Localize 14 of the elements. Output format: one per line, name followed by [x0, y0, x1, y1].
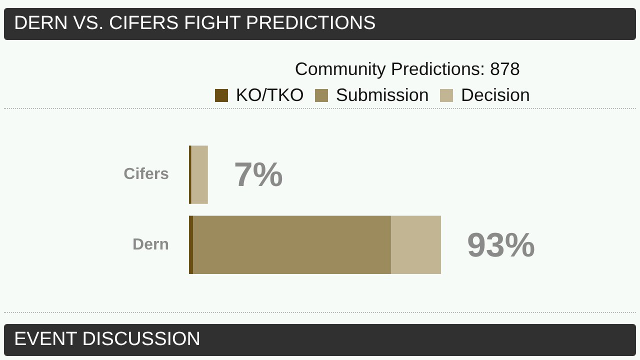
chart-subtitle: Community Predictions: 878: [294, 59, 521, 79]
bar: [391, 216, 441, 274]
bar: [191, 146, 208, 204]
annotation: 93%: [467, 226, 536, 264]
chart-title: DERN VS. CIFERS FIGHT PREDICTIONS: [4, 8, 636, 40]
legend-label: Submission: [336, 85, 429, 105]
legend-label: KO/TKO: [236, 85, 304, 105]
y-tick-label: Dern: [132, 236, 169, 254]
text: EVENT DISCUSSION: [4, 324, 636, 356]
bar: [193, 216, 392, 274]
annotation: 7%: [234, 156, 284, 194]
bar: [189, 216, 194, 274]
y-tick-label: Cifers: [124, 166, 170, 184]
legend-label: Decision: [460, 85, 530, 105]
